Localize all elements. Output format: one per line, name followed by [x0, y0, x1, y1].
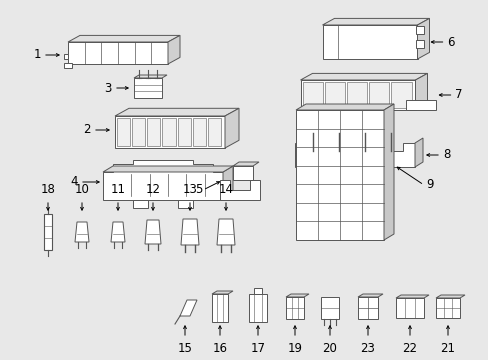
Bar: [295, 110, 383, 240]
Text: 16: 16: [212, 342, 227, 355]
Text: 20: 20: [322, 342, 337, 355]
Polygon shape: [294, 143, 414, 167]
Bar: [324, 82, 344, 108]
Bar: [395, 298, 423, 318]
Bar: [415, 40, 423, 48]
Bar: [232, 166, 252, 180]
Text: 9: 9: [425, 179, 433, 192]
Polygon shape: [168, 35, 180, 64]
Polygon shape: [178, 200, 193, 208]
Bar: [134, 78, 162, 98]
Polygon shape: [180, 300, 197, 316]
Text: 17: 17: [250, 342, 265, 355]
Bar: [248, 294, 266, 322]
Text: 11: 11: [110, 183, 125, 196]
Bar: [435, 298, 459, 318]
Text: 1: 1: [34, 49, 41, 62]
Polygon shape: [232, 162, 259, 166]
Bar: [132, 118, 145, 146]
Polygon shape: [181, 219, 199, 245]
Bar: [368, 82, 388, 108]
Text: 4: 4: [70, 175, 78, 189]
Polygon shape: [322, 25, 417, 59]
Bar: [192, 118, 205, 146]
Polygon shape: [414, 138, 422, 167]
Polygon shape: [322, 18, 428, 25]
Polygon shape: [217, 219, 235, 245]
Bar: [64, 54, 68, 59]
Polygon shape: [395, 295, 428, 298]
Polygon shape: [415, 73, 427, 110]
Text: 22: 22: [402, 342, 417, 355]
Bar: [302, 82, 322, 108]
Bar: [390, 82, 411, 108]
Polygon shape: [435, 295, 464, 298]
Text: 23: 23: [360, 342, 375, 355]
Polygon shape: [115, 108, 239, 116]
Text: 5: 5: [194, 184, 202, 197]
Bar: [162, 118, 175, 146]
Polygon shape: [75, 222, 89, 242]
Polygon shape: [224, 108, 239, 148]
Polygon shape: [300, 73, 427, 80]
Polygon shape: [295, 104, 393, 110]
Text: 12: 12: [145, 183, 160, 196]
Polygon shape: [68, 42, 168, 64]
Polygon shape: [300, 80, 415, 110]
Text: 3: 3: [104, 81, 112, 94]
Text: 7: 7: [454, 89, 462, 102]
Bar: [212, 294, 227, 322]
Bar: [64, 63, 72, 68]
Polygon shape: [417, 18, 428, 59]
Text: 18: 18: [41, 183, 55, 196]
Bar: [357, 297, 377, 319]
Text: 13: 13: [182, 183, 197, 196]
Text: 15: 15: [177, 342, 192, 355]
Text: 2: 2: [83, 123, 91, 136]
Polygon shape: [223, 166, 232, 200]
Polygon shape: [145, 220, 161, 244]
Bar: [320, 297, 338, 319]
Text: 6: 6: [447, 36, 454, 49]
Bar: [415, 26, 423, 34]
Polygon shape: [103, 160, 223, 200]
Polygon shape: [134, 75, 167, 78]
Bar: [285, 297, 304, 319]
Polygon shape: [405, 100, 435, 110]
Polygon shape: [103, 166, 232, 172]
Polygon shape: [220, 180, 260, 200]
Polygon shape: [68, 35, 180, 42]
Bar: [207, 118, 221, 146]
Bar: [253, 288, 262, 294]
Polygon shape: [383, 104, 393, 240]
Polygon shape: [111, 222, 125, 242]
Bar: [346, 82, 366, 108]
Text: 10: 10: [74, 183, 89, 196]
Text: 21: 21: [440, 342, 454, 355]
Polygon shape: [357, 294, 382, 297]
Polygon shape: [212, 291, 232, 294]
Bar: [177, 118, 190, 146]
Text: 14: 14: [218, 183, 233, 196]
Text: 8: 8: [442, 148, 449, 162]
Polygon shape: [133, 200, 148, 208]
Text: 19: 19: [287, 342, 302, 355]
Bar: [44, 214, 52, 250]
Polygon shape: [115, 116, 224, 148]
Bar: [147, 118, 160, 146]
Bar: [117, 118, 130, 146]
Polygon shape: [285, 294, 308, 297]
